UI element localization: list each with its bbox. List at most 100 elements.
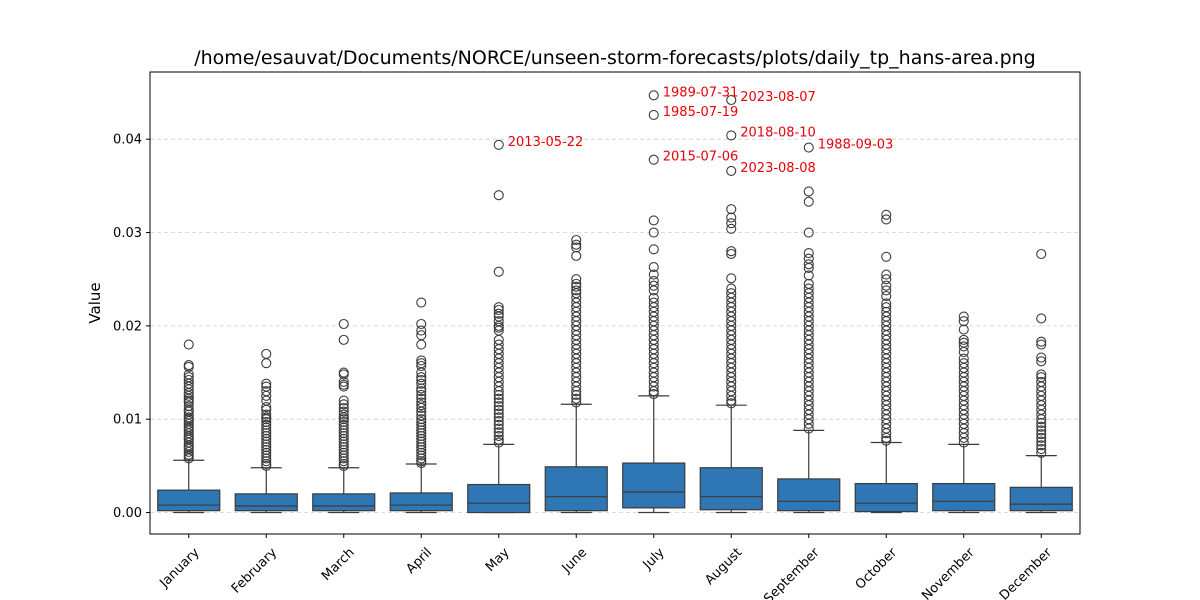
outlier-point — [416, 453, 427, 464]
outlier-point — [416, 450, 427, 461]
outlier-point — [881, 209, 892, 220]
outlier-point — [648, 386, 659, 397]
x-tick-label: September — [761, 545, 823, 600]
outlier-point — [416, 430, 427, 442]
box-july — [622, 90, 686, 514]
outlier-point — [338, 406, 349, 417]
outlier-point — [183, 390, 194, 401]
outlier-point — [803, 248, 814, 259]
box-october — [854, 209, 918, 514]
outlier-point — [416, 325, 427, 336]
y-axis-label: Value — [86, 282, 104, 323]
outlier-point — [338, 428, 349, 439]
outlier-point — [493, 434, 504, 445]
outlier-point — [338, 450, 349, 461]
outlier-point — [261, 419, 272, 430]
box-february — [234, 348, 298, 514]
outlier-point — [338, 414, 349, 425]
outlier-point — [803, 262, 814, 274]
outlier-point — [803, 418, 814, 429]
outlier-point — [416, 339, 427, 350]
outlier-point — [416, 400, 427, 411]
annotation-label: 2023-08-07 — [740, 90, 816, 105]
outlier-point — [261, 402, 272, 413]
outlier-point — [648, 244, 659, 255]
outlier-point — [493, 266, 504, 277]
outlier-point — [571, 234, 582, 246]
outlier-point — [416, 442, 427, 453]
outlier-point — [648, 388, 659, 400]
box-january — [157, 339, 221, 514]
outlier-point — [493, 308, 504, 319]
outlier-point — [648, 285, 659, 296]
outlier-point — [648, 227, 659, 238]
outlier-point — [726, 130, 737, 141]
outlier-point — [416, 425, 427, 436]
annotation-label: 2023-08-08 — [740, 161, 816, 176]
outlier-point — [1036, 313, 1047, 324]
outlier-point — [416, 447, 427, 458]
outlier-point — [881, 435, 892, 446]
outlier-point — [493, 304, 504, 316]
outlier-point — [958, 334, 969, 345]
outlier-point — [261, 422, 272, 433]
x-tick-label: June — [559, 545, 590, 576]
outlier-point — [571, 250, 582, 261]
outlier-point — [416, 433, 427, 444]
outlier-point — [1036, 356, 1047, 367]
outlier-point — [183, 361, 194, 372]
outlier-point — [183, 453, 194, 464]
outlier-point — [416, 360, 427, 372]
outlier-point — [261, 409, 272, 420]
outlier-point — [261, 425, 272, 436]
outlier-point — [1036, 417, 1047, 428]
outlier-point — [338, 425, 349, 436]
outlier-point — [416, 444, 427, 456]
outlier-point — [261, 416, 272, 428]
outlier-point — [416, 436, 427, 447]
x-tick-label: February — [229, 545, 281, 597]
outlier-point — [261, 436, 272, 447]
iqr-box — [777, 478, 841, 512]
x-tick-label: July — [640, 545, 668, 573]
outlier-point — [726, 248, 737, 260]
outlier-point — [261, 390, 272, 401]
outlier-point — [726, 390, 737, 401]
outlier-point — [571, 386, 582, 397]
outlier-point — [493, 393, 504, 404]
annotation-label: 2013-05-22 — [508, 135, 584, 150]
outlier-point — [726, 218, 737, 229]
outlier-point — [493, 397, 504, 408]
outlier-point — [881, 280, 892, 291]
box-june — [544, 234, 608, 514]
outlier-point — [726, 246, 737, 257]
outlier-point — [493, 381, 504, 392]
outlier-point — [261, 428, 272, 439]
outlier-point — [958, 324, 969, 335]
outlier-point — [416, 458, 427, 469]
outlier-point — [261, 450, 272, 461]
outlier-point — [338, 422, 349, 433]
outlier-point — [726, 395, 737, 406]
outlier-point — [958, 316, 969, 327]
outlier-point — [1036, 248, 1047, 260]
outlier-point — [1036, 425, 1047, 436]
outlier-point — [648, 154, 659, 165]
box-may — [467, 139, 531, 514]
x-tick-label: November — [919, 545, 978, 600]
outlier-point — [803, 142, 814, 153]
outlier-point — [416, 416, 427, 428]
outlier-point — [261, 378, 272, 389]
outlier-point — [338, 419, 349, 430]
y-tick-label: 0.04 — [113, 133, 142, 148]
annotation-label: 2018-08-10 — [740, 125, 816, 140]
outlier-point — [493, 408, 504, 419]
outlier-point — [648, 280, 659, 291]
outlier-point — [416, 318, 427, 330]
outlier-point — [881, 428, 892, 439]
iqr-box — [1009, 486, 1073, 512]
outlier-point — [183, 339, 194, 350]
outlier-point — [338, 436, 349, 447]
outlier-point — [1036, 336, 1047, 347]
